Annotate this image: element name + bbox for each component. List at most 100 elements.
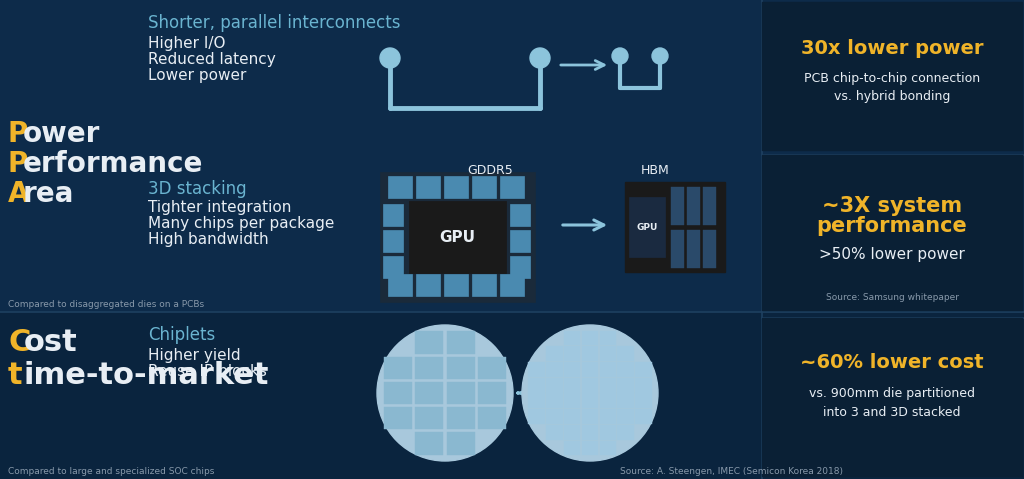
Bar: [563, 331, 581, 345]
Bar: [444, 274, 468, 296]
Bar: [582, 409, 598, 424]
Bar: [582, 362, 598, 377]
Bar: [478, 382, 506, 404]
Bar: [762, 155, 1022, 310]
Bar: [416, 274, 440, 296]
Text: performance: performance: [816, 216, 968, 236]
Bar: [384, 382, 412, 404]
Text: Lower power: Lower power: [148, 68, 247, 83]
Bar: [500, 176, 524, 198]
Text: t: t: [8, 361, 23, 390]
Bar: [599, 362, 616, 377]
Text: 30x lower power: 30x lower power: [801, 38, 983, 57]
Bar: [617, 409, 635, 424]
Bar: [446, 356, 475, 379]
Text: GDDR5: GDDR5: [467, 164, 513, 177]
Bar: [582, 393, 598, 408]
Text: Shorter, parallel interconnects: Shorter, parallel interconnects: [148, 14, 400, 32]
Bar: [478, 356, 506, 379]
Circle shape: [530, 48, 550, 68]
Bar: [446, 382, 475, 404]
Text: Many chips per package: Many chips per package: [148, 216, 335, 231]
Bar: [636, 393, 652, 408]
Bar: [527, 378, 545, 392]
Bar: [629, 197, 665, 257]
Bar: [599, 331, 616, 345]
Text: into 3 and 3D stacked: into 3 and 3D stacked: [823, 406, 961, 419]
Bar: [563, 393, 581, 408]
Bar: [617, 425, 635, 440]
Bar: [582, 331, 598, 345]
Text: A: A: [8, 180, 30, 208]
Bar: [617, 362, 635, 377]
Bar: [762, 318, 1022, 476]
Ellipse shape: [377, 325, 513, 461]
Bar: [563, 409, 581, 424]
Bar: [388, 176, 412, 198]
Bar: [617, 346, 635, 361]
Bar: [582, 378, 598, 392]
Bar: [687, 187, 700, 225]
Bar: [500, 274, 524, 296]
Bar: [478, 407, 506, 430]
Text: ~3X system: ~3X system: [822, 196, 963, 216]
Bar: [636, 409, 652, 424]
Bar: [671, 230, 684, 268]
Bar: [388, 274, 412, 296]
Bar: [380, 172, 535, 302]
Bar: [415, 407, 443, 430]
Bar: [0, 0, 1024, 312]
Text: erformance: erformance: [23, 150, 204, 178]
Bar: [415, 382, 443, 404]
Bar: [762, 2, 1022, 150]
Bar: [415, 331, 443, 354]
Bar: [546, 362, 562, 377]
Bar: [527, 393, 545, 408]
Bar: [546, 393, 562, 408]
Bar: [563, 362, 581, 377]
Circle shape: [612, 48, 628, 64]
Text: Compared to large and specialized SOC chips: Compared to large and specialized SOC ch…: [8, 467, 214, 476]
Text: Tighter integration: Tighter integration: [148, 200, 292, 215]
Bar: [546, 378, 562, 392]
Bar: [546, 346, 562, 361]
Bar: [527, 362, 545, 377]
Bar: [444, 176, 468, 198]
Bar: [415, 432, 443, 455]
Bar: [599, 441, 616, 456]
Text: HBM: HBM: [641, 164, 670, 177]
Bar: [599, 409, 616, 424]
Bar: [687, 230, 700, 268]
Bar: [636, 362, 652, 377]
Text: Higher yield: Higher yield: [148, 348, 241, 363]
Bar: [563, 378, 581, 392]
Bar: [625, 182, 725, 272]
Text: vs. hybrid bonding: vs. hybrid bonding: [834, 90, 950, 103]
Bar: [384, 356, 412, 379]
Text: 3D stacking: 3D stacking: [148, 180, 247, 198]
Bar: [563, 346, 581, 361]
Bar: [582, 425, 598, 440]
Text: rea: rea: [23, 180, 75, 208]
Text: >50% lower power: >50% lower power: [819, 248, 965, 262]
Bar: [510, 204, 530, 226]
Text: Compared to disaggregated dies on a PCBs: Compared to disaggregated dies on a PCBs: [8, 300, 204, 309]
Bar: [703, 230, 716, 268]
Bar: [563, 441, 581, 456]
Text: vs. 900mm die partitioned: vs. 900mm die partitioned: [809, 388, 975, 400]
Bar: [510, 230, 530, 252]
Text: GPU: GPU: [636, 223, 657, 231]
Circle shape: [652, 48, 668, 64]
Text: High bandwidth: High bandwidth: [148, 232, 268, 247]
Text: Reduced latency: Reduced latency: [148, 52, 275, 67]
Bar: [383, 256, 403, 278]
Bar: [446, 331, 475, 354]
Bar: [446, 432, 475, 455]
Text: ower: ower: [23, 120, 100, 148]
Bar: [582, 441, 598, 456]
Text: P: P: [8, 150, 29, 178]
Bar: [582, 346, 598, 361]
Text: Source: Samsung whitepaper: Source: Samsung whitepaper: [825, 293, 958, 301]
Bar: [510, 256, 530, 278]
Bar: [472, 274, 496, 296]
